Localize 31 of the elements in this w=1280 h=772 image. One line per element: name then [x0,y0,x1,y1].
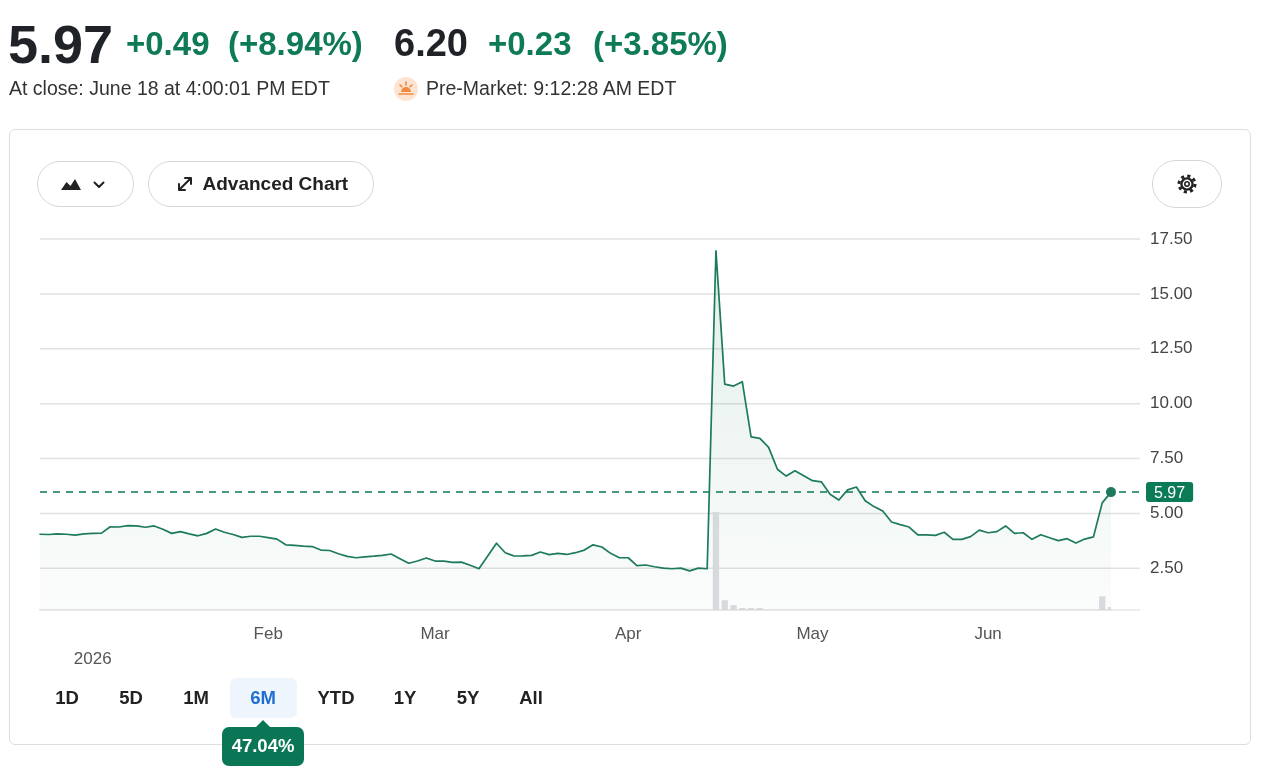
range-button: 6M [229,678,297,718]
text: All [519,686,543,708]
text: 1M [183,686,209,708]
text: 5D [119,686,143,708]
ref-line-label: 5.97 [1154,483,1186,501]
text: +0.23 [488,25,572,62]
text: 6.20 [394,22,468,64]
text: At close: June 18 at 4:00:01 PM EDT [9,76,330,99]
y-tick-label: 17.50 [1150,228,1193,248]
x-tick-label: May [796,624,830,644]
x-tick-label: 2026 [73,648,112,668]
y-tick-label: 2.50 [1150,557,1184,577]
text: (+8.94%) [228,25,363,62]
x-tick-label: Mar [420,624,451,644]
y-tick-label: 7.50 [1150,448,1184,468]
text: YTD [317,686,355,708]
y-tick-label: 5.00 [1150,503,1184,523]
y-tick-label: 12.50 [1150,338,1193,358]
text: 1D [55,686,79,708]
text: 5.97 [8,14,114,74]
text: (+3.85%) [593,25,728,62]
text: 5Y [456,686,480,708]
text: 1Y [393,686,417,708]
advanced-chart-button: Advanced Chart [148,161,374,207]
x-tick-label: Jun [974,624,1002,644]
x-tick-label: Feb [253,624,283,644]
y-tick-label: 10.00 [1150,393,1193,413]
text: Pre-Market: 9:12:28 AM EDT [426,76,677,99]
y-tick-label: 15.00 [1150,283,1193,303]
x-tick-label: Apr [614,624,642,644]
text: +0.49 [126,25,210,62]
